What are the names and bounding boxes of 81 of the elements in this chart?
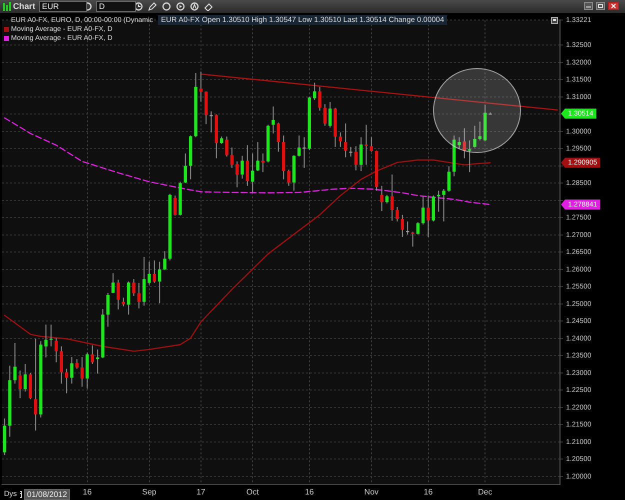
candlestick	[338, 132, 342, 148]
candlestick	[75, 358, 79, 370]
candlestick	[344, 122, 348, 158]
candlestick	[328, 102, 332, 128]
candlestick	[34, 338, 38, 432]
candlestick	[400, 214, 404, 238]
chart-title: Chart	[13, 1, 36, 11]
candlestick	[287, 169, 290, 186]
candlestick	[49, 324, 53, 347]
candlestick	[473, 125, 476, 148]
line-series	[4, 117, 491, 206]
candlestick	[148, 261, 151, 286]
candlestick	[458, 136, 461, 150]
candlestick	[70, 356, 74, 384]
x-tick-label: Nov	[364, 487, 379, 496]
candlestick	[18, 370, 22, 399]
candlestick	[380, 185, 384, 212]
candlestick	[210, 110, 213, 133]
candlestick	[64, 368, 68, 394]
text: EUR	[39, 1, 87, 12]
candlestick	[28, 372, 32, 400]
candlestick	[240, 155, 244, 180]
candlestick	[442, 188, 446, 222]
text: 01/08/2012	[24, 489, 70, 500]
candlestick	[126, 280, 130, 316]
x-tick-label: Dec	[478, 487, 492, 496]
candlestick	[478, 121, 482, 141]
candlestick	[235, 160, 239, 188]
candlestick	[359, 136, 363, 172]
candlestick	[323, 104, 327, 126]
text: D	[96, 1, 136, 12]
candlestick	[272, 106, 275, 134]
candlestick	[106, 292, 110, 328]
candlestick	[297, 135, 301, 158]
candlestick	[13, 342, 17, 384]
candlestick	[230, 147, 234, 168]
candlestick	[354, 146, 358, 171]
candlestick	[318, 86, 322, 112]
candlestick	[199, 71, 203, 102]
candlestick	[411, 231, 414, 248]
candlestick	[152, 260, 156, 284]
candlestick	[426, 195, 430, 238]
candlestick	[184, 152, 188, 184]
candlestick	[390, 174, 394, 222]
candlestick	[80, 356, 84, 388]
candlestick	[421, 196, 425, 226]
candlestick	[132, 278, 136, 296]
candlestick	[250, 152, 254, 193]
candlestick	[158, 261, 162, 304]
candlestick	[396, 206, 399, 222]
candlestick	[302, 136, 306, 168]
candlestick	[416, 222, 420, 236]
candlestick	[60, 346, 64, 384]
candlestick	[276, 122, 280, 152]
x-tick-label: Oct	[246, 487, 260, 496]
candlestick	[432, 195, 436, 222]
candlestick	[142, 256, 146, 306]
x-tick-label: 16	[424, 487, 434, 496]
candlestick	[173, 195, 177, 216]
candlestick	[370, 136, 374, 152]
candlestick	[349, 146, 352, 158]
candlestick	[24, 363, 27, 392]
candlestick	[447, 166, 451, 192]
candlestick	[246, 144, 250, 186]
candlestick	[111, 272, 115, 294]
candlestick	[261, 152, 265, 173]
candlestick	[204, 90, 208, 125]
x-tick-label: 16	[304, 487, 314, 496]
candlestick	[225, 136, 228, 158]
x-tick-label: Sep	[142, 487, 157, 496]
candlestick	[406, 220, 410, 236]
candlestick	[364, 124, 368, 166]
x-tick-label: 17	[196, 487, 206, 496]
candlestick	[163, 250, 166, 271]
candlestick	[116, 279, 120, 310]
candlestick	[54, 338, 58, 363]
candlestick	[44, 324, 48, 358]
candlestick	[137, 282, 141, 309]
x-tick-label: 16	[82, 487, 92, 496]
candlestick	[462, 128, 466, 159]
candlestick	[256, 142, 260, 172]
